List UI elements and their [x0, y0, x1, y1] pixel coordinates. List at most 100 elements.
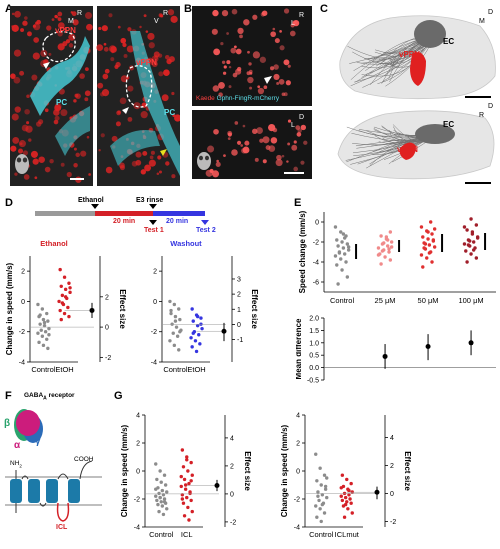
data-point — [317, 498, 321, 503]
panel-c-renders — [337, 15, 496, 184]
cell-blob — [145, 30, 149, 33]
y-tick-label: -2 — [313, 240, 319, 247]
cell-blob — [291, 20, 297, 26]
panel-label-d: D — [5, 197, 13, 209]
orient-a-right-up: R — [163, 10, 169, 17]
y-tick-label: 1.5 — [309, 328, 319, 335]
orient-a-left-up: R — [77, 10, 83, 17]
cell-blob — [26, 94, 30, 99]
cell-blob — [150, 150, 155, 155]
data-point — [59, 284, 63, 288]
data-point — [345, 275, 350, 279]
cell-blob — [46, 25, 52, 31]
cell-blob — [57, 31, 63, 37]
y-tick-label: 2 — [136, 441, 140, 448]
effect-tick-label: 2 — [390, 463, 394, 470]
data-point — [159, 500, 163, 504]
cell-blob — [126, 45, 134, 53]
cell-blob — [303, 140, 308, 145]
data-point — [165, 490, 169, 494]
cell-blob — [270, 31, 277, 38]
cell-blob — [257, 87, 265, 95]
cell-blob — [60, 109, 68, 117]
gaba-receptor-label: GABAA receptor — [24, 392, 75, 401]
cell-blob — [86, 135, 90, 139]
cell-blob — [54, 14, 58, 19]
data-point — [169, 311, 173, 316]
cell-blob — [108, 45, 117, 53]
cell-blob — [22, 150, 28, 156]
cell-blob — [98, 148, 101, 152]
cell-blob — [149, 155, 154, 160]
effect-mean — [89, 307, 95, 313]
data-point — [325, 495, 329, 500]
cell-blob — [84, 67, 89, 72]
cell-blob — [60, 162, 65, 167]
data-point — [469, 252, 473, 256]
data-point — [159, 480, 163, 484]
cell-blob — [28, 138, 32, 142]
data-point — [335, 263, 339, 267]
effect-tick-label: 2 — [105, 294, 109, 301]
cell-blob — [30, 150, 38, 158]
y-tick-label: 4 — [136, 413, 140, 420]
cell-blob — [231, 149, 238, 156]
cell-blob — [13, 49, 22, 57]
nh-sub: 2 — [19, 463, 22, 469]
cell-blob — [103, 42, 107, 46]
effect-mean — [221, 328, 227, 334]
cell-blob — [289, 30, 296, 37]
data-point — [389, 245, 394, 249]
cell-blob — [276, 154, 282, 161]
nh-text: NH — [10, 460, 20, 467]
effect-tick-label: 4 — [390, 435, 394, 442]
cell-blob — [73, 163, 78, 168]
cell-blob — [278, 79, 285, 85]
y-tick-label: 0.5 — [309, 353, 319, 360]
data-point — [179, 474, 183, 479]
data-point — [181, 465, 186, 469]
cell-blob — [273, 73, 280, 80]
data-point — [322, 473, 327, 477]
cell-blob — [216, 159, 219, 163]
data-point — [154, 487, 158, 491]
data-point — [346, 507, 350, 511]
cell-blob — [84, 12, 93, 20]
chart-title: Ethanol — [40, 240, 68, 248]
data-point — [165, 507, 169, 511]
cell-blob — [22, 20, 28, 26]
data-point — [340, 268, 344, 272]
data-point — [345, 500, 349, 504]
data-point — [180, 493, 185, 497]
cell-blob — [156, 172, 160, 175]
cell-blob — [259, 56, 267, 63]
cell-blob — [249, 86, 253, 90]
timeline-washout — [153, 211, 205, 216]
cell-blob — [75, 152, 80, 158]
data-point — [173, 314, 178, 319]
data-point — [379, 234, 383, 238]
data-point — [46, 319, 50, 323]
data-point — [419, 253, 424, 257]
data-point — [173, 319, 178, 323]
cell-blob — [174, 114, 180, 122]
cell-blob — [18, 148, 24, 154]
data-point — [191, 319, 195, 323]
y-tick-label: -2 — [134, 497, 140, 504]
cell-blob — [57, 11, 63, 17]
panel-label-g: G — [114, 390, 123, 402]
cell-blob — [36, 121, 42, 127]
cell-blob — [115, 61, 121, 68]
cell-blob — [72, 19, 79, 26]
cell-blob — [139, 25, 142, 29]
ethanol-arrow — [91, 204, 99, 209]
x-tick-label: EtOH — [55, 365, 73, 374]
cell-blob — [273, 64, 279, 70]
effect-axis-label: Effect size — [250, 289, 259, 329]
data-point — [198, 342, 202, 346]
y-tick-label: 0.0 — [309, 365, 319, 372]
cell-blob — [287, 64, 291, 68]
data-point — [195, 314, 200, 319]
cell-blob — [11, 113, 19, 121]
data-point — [426, 237, 430, 241]
